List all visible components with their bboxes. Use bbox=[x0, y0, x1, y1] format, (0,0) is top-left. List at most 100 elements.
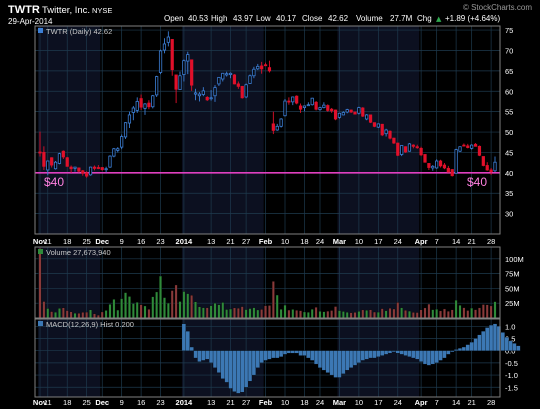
volume-bar bbox=[50, 311, 54, 319]
date-tick-label: 16 bbox=[137, 237, 145, 246]
date-tick-label: 2014 bbox=[176, 237, 194, 246]
date-tick-label: 21 bbox=[467, 237, 475, 246]
candle-body bbox=[466, 145, 470, 148]
macd-hist-bar bbox=[310, 350, 315, 361]
candle-body bbox=[65, 157, 69, 167]
price-background bbox=[35, 26, 500, 234]
macd-hist-bar bbox=[224, 350, 229, 383]
candle-body bbox=[77, 167, 81, 172]
candle-body bbox=[197, 93, 202, 97]
macd-hist-bar bbox=[356, 350, 361, 363]
candle-body bbox=[368, 114, 373, 123]
volume-bar bbox=[217, 304, 221, 319]
volume-bar bbox=[287, 309, 291, 319]
candle-body bbox=[295, 95, 299, 104]
candle-body bbox=[450, 169, 454, 177]
candle-body bbox=[407, 143, 412, 152]
volume-bar bbox=[376, 311, 380, 319]
ticker-symbol: TWTR bbox=[8, 4, 40, 16]
macd-hist-bar bbox=[329, 350, 334, 376]
candle-body bbox=[442, 164, 447, 169]
volume-bar bbox=[135, 302, 139, 319]
volume-bar bbox=[116, 309, 120, 319]
candle-body bbox=[384, 129, 388, 135]
candle-body bbox=[120, 136, 124, 148]
volume-axis-label: 50M bbox=[505, 284, 520, 293]
candle-body bbox=[306, 104, 310, 107]
macd-axis-label: -0.5 bbox=[505, 359, 518, 368]
volume-bar bbox=[365, 310, 369, 319]
macd-hist-bar bbox=[430, 350, 435, 365]
macd-axis-label: 0.0 bbox=[505, 347, 515, 356]
macd-hist-bar bbox=[395, 350, 400, 354]
chg-value: +1.89 (+4.64%) bbox=[445, 14, 500, 23]
candle-body bbox=[333, 109, 338, 120]
volume-bar bbox=[450, 309, 454, 319]
volume-bar bbox=[454, 299, 458, 319]
macd-axis-label: 0.5 bbox=[505, 335, 515, 344]
date-tick-label: Nov bbox=[33, 237, 48, 246]
macd-hist-bar bbox=[504, 337, 509, 351]
volume-bar bbox=[248, 308, 252, 319]
date-tick-label: 23 bbox=[156, 398, 164, 407]
volume-bar bbox=[178, 301, 182, 319]
candle-body bbox=[396, 142, 400, 156]
candle-body bbox=[221, 72, 225, 80]
candle-body bbox=[73, 166, 77, 169]
volume-bar bbox=[279, 309, 283, 319]
candle-body bbox=[400, 145, 404, 155]
macd-hist-bar bbox=[321, 350, 326, 371]
volume-background bbox=[35, 247, 500, 318]
volume-bar bbox=[443, 308, 446, 319]
company-name: Twitter, Inc. bbox=[42, 5, 90, 16]
candle-body bbox=[431, 165, 435, 169]
volume-bar bbox=[100, 311, 104, 319]
price-axis-label: 40 bbox=[505, 169, 513, 178]
volume-bar bbox=[435, 308, 439, 319]
candle-body bbox=[267, 67, 272, 72]
volume-bar bbox=[244, 309, 248, 319]
candle-body bbox=[322, 104, 326, 108]
volume-bar bbox=[182, 291, 186, 319]
candle-body bbox=[326, 105, 330, 111]
volume-bar bbox=[260, 309, 264, 319]
macd-legend-text: MACD(12,26,9) Hist 0.200 bbox=[46, 320, 134, 329]
candle-body bbox=[485, 165, 489, 171]
date-tick-label: 17 bbox=[374, 398, 382, 407]
volume-bar bbox=[163, 297, 166, 319]
candle-body bbox=[108, 155, 112, 168]
chg-up-arrow-icon: ▲ bbox=[436, 15, 442, 23]
volume-bar bbox=[400, 307, 404, 319]
candle-body bbox=[302, 105, 307, 108]
candle-body bbox=[365, 114, 369, 120]
volume-bar bbox=[42, 301, 46, 319]
date-tick-label: 21 bbox=[467, 398, 475, 407]
volume-bar bbox=[458, 305, 462, 319]
candle-body bbox=[263, 64, 268, 67]
volume-bar bbox=[330, 310, 334, 319]
candle-body bbox=[182, 60, 186, 75]
candle-body bbox=[225, 73, 229, 76]
candle-body bbox=[372, 122, 377, 127]
macd-hist-bar bbox=[290, 350, 295, 354]
date-tick-label: 24 bbox=[316, 237, 324, 246]
volume-bar bbox=[151, 296, 155, 319]
candle-body bbox=[100, 167, 104, 170]
volume-bar bbox=[306, 312, 310, 319]
candle-body bbox=[53, 161, 58, 170]
volume-bar bbox=[108, 304, 112, 319]
macd-hist-bar bbox=[508, 340, 513, 351]
volume-bar bbox=[349, 312, 353, 319]
date-tick-label: 2014 bbox=[176, 398, 194, 407]
date-tick-label: 7 bbox=[435, 237, 439, 246]
candle-body bbox=[209, 97, 213, 100]
macd-hist-bar bbox=[469, 342, 474, 351]
macd-hist-bar bbox=[372, 350, 377, 359]
volume-axis-label: 75M bbox=[505, 270, 520, 279]
macd-hist-bar bbox=[512, 343, 517, 351]
candle-body bbox=[244, 84, 248, 98]
volume-bar bbox=[139, 304, 143, 319]
date-tick-label: Feb bbox=[259, 237, 273, 246]
candle-body bbox=[380, 123, 384, 136]
macd-hist-bar bbox=[286, 350, 291, 354]
